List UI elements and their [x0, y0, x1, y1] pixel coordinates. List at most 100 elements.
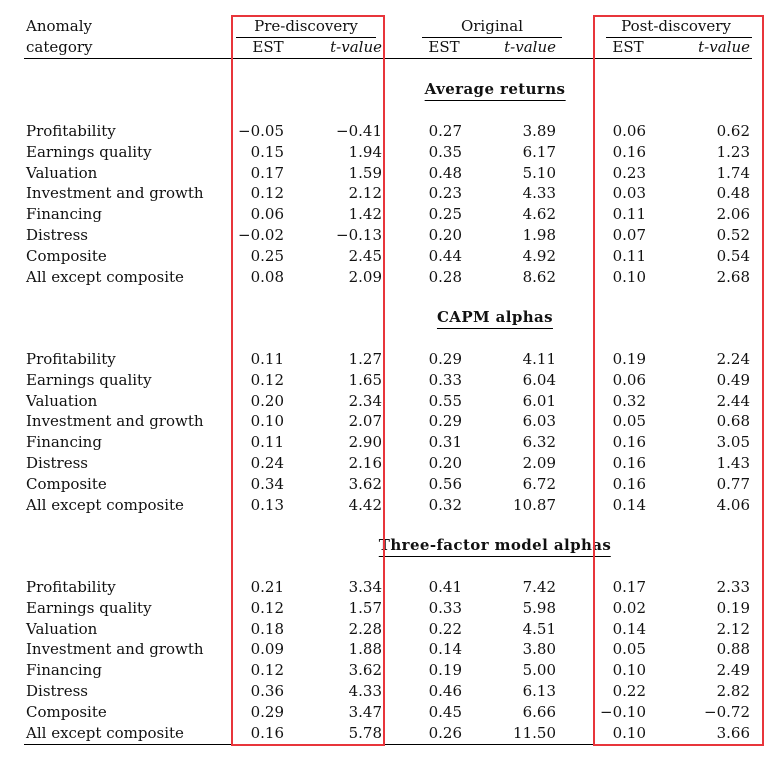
original-est-cell: 0.41	[428, 578, 462, 596]
col-est-original: EST	[428, 38, 460, 56]
original-est-cell: 0.14	[428, 640, 462, 659]
post-est-cell: 0.05	[612, 640, 646, 659]
post-t-cell: 3.05	[716, 433, 750, 452]
highlight-box-post-discovery	[593, 15, 764, 746]
pre-t-cell: 3.47	[348, 702, 382, 721]
original-t-cell: 5.10	[522, 163, 556, 182]
post-est-cell: 0.02	[612, 598, 646, 617]
original-est-cell: 0.23	[428, 184, 462, 203]
original-est-cell: 0.29	[428, 350, 462, 368]
section-title: CAPM alphas	[436, 308, 554, 329]
post-est-cell: 0.03	[612, 184, 646, 203]
post-est-cell: −0.10	[600, 702, 646, 721]
header-category-line2: category	[26, 38, 93, 56]
post-est-cell: 0.23	[612, 163, 646, 182]
header-category-line1: Anomaly	[26, 17, 92, 35]
post-t-cell: 2.44	[716, 391, 750, 410]
row-label-cell: Composite	[26, 246, 107, 265]
pre-est-cell: 0.34	[250, 474, 284, 493]
original-est-cell: 0.25	[428, 205, 462, 224]
post-est-cell: 0.10	[612, 723, 646, 742]
pre-t-cell: 2.07	[348, 412, 382, 431]
original-t-cell: 7.42	[522, 578, 556, 596]
post-t-cell: 2.82	[716, 682, 750, 700]
original-t-cell: 3.80	[522, 640, 556, 659]
pre-est-cell: 0.13	[250, 495, 284, 514]
row-label-cell: Valuation	[26, 391, 98, 410]
row-label-cell: Earnings quality	[26, 370, 152, 389]
post-est-cell: 0.14	[612, 619, 646, 638]
pre-t-cell: 1.65	[348, 370, 382, 389]
post-t-cell: 0.77	[716, 474, 750, 493]
post-est-cell: 0.11	[612, 205, 646, 224]
original-t-cell: 6.01	[522, 391, 556, 410]
pre-est-cell: 0.12	[250, 184, 284, 203]
group-original: Original	[460, 17, 524, 35]
post-t-cell: 2.49	[716, 661, 750, 680]
row-label-cell: Profitability	[26, 578, 116, 596]
row-label-cell: Investment and growth	[26, 412, 204, 431]
group-pre-discovery: Pre-discovery	[254, 17, 358, 35]
row-label-cell: All except composite	[26, 267, 184, 286]
pre-est-cell: 0.12	[250, 661, 284, 680]
pre-t-cell: 1.59	[348, 163, 382, 182]
pre-est-cell: 0.10	[250, 412, 284, 431]
pre-t-cell: 1.42	[348, 205, 382, 224]
row-label-cell: Investment and growth	[26, 184, 204, 203]
original-t-cell: 2.09	[522, 454, 556, 472]
original-t-cell: 6.17	[522, 142, 556, 161]
original-est-cell: 0.33	[428, 598, 462, 617]
row-label-cell: Financing	[26, 433, 102, 452]
post-t-cell: 0.68	[716, 412, 750, 431]
original-est-cell: 0.45	[428, 702, 462, 721]
row-label-cell: Valuation	[26, 619, 98, 638]
original-t-cell: 6.03	[522, 412, 556, 431]
section-title: Three-factor model alphas	[378, 536, 612, 557]
pre-t-cell: 2.45	[348, 246, 382, 265]
post-t-cell: 3.66	[716, 723, 750, 742]
pre-t-cell: 3.34	[348, 578, 382, 596]
post-est-cell: 0.19	[612, 350, 646, 368]
post-est-cell: 0.16	[612, 433, 646, 452]
original-t-cell: 4.11	[522, 350, 556, 368]
row-label-cell: Distress	[26, 226, 88, 244]
row-label-cell: Distress	[26, 682, 88, 700]
post-est-cell: 0.10	[612, 267, 646, 286]
original-est-cell: 0.29	[428, 412, 462, 431]
original-t-cell: 5.00	[522, 661, 556, 680]
col-est-pre: EST	[252, 38, 284, 56]
pre-t-cell: 2.09	[348, 267, 382, 286]
row-label-cell: Financing	[26, 205, 102, 224]
post-t-cell: 4.06	[716, 495, 750, 514]
post-est-cell: 0.32	[612, 391, 646, 410]
post-t-cell: 2.68	[716, 267, 750, 286]
pre-est-cell: 0.29	[250, 702, 284, 721]
post-t-cell: 2.06	[716, 205, 750, 224]
pre-est-cell: 0.12	[250, 370, 284, 389]
pre-est-cell: 0.36	[250, 682, 284, 700]
header-rule	[24, 58, 752, 59]
group-rule-post	[606, 37, 752, 38]
original-est-cell: 0.56	[428, 474, 462, 493]
pre-t-cell: 2.12	[348, 184, 382, 203]
original-t-cell: 8.62	[522, 267, 556, 286]
post-t-cell: 0.52	[716, 226, 750, 244]
pre-t-cell: −0.13	[336, 226, 382, 244]
original-t-cell: 6.04	[522, 370, 556, 389]
pre-est-cell: 0.16	[250, 723, 284, 742]
pre-t-cell: 5.78	[348, 723, 382, 742]
row-label-cell: All except composite	[26, 723, 184, 742]
post-est-cell: 0.10	[612, 661, 646, 680]
post-t-cell: 0.62	[716, 122, 750, 140]
post-est-cell: 0.05	[612, 412, 646, 431]
original-t-cell: 6.66	[522, 702, 556, 721]
original-t-cell: 4.62	[522, 205, 556, 224]
row-label-cell: All except composite	[26, 495, 184, 514]
post-t-cell: 2.24	[716, 350, 750, 368]
original-t-cell: 11.50	[513, 723, 556, 742]
post-t-cell: 0.54	[716, 246, 750, 265]
original-t-cell: 4.51	[522, 619, 556, 638]
row-label-cell: Profitability	[26, 350, 116, 368]
post-est-cell: 0.14	[612, 495, 646, 514]
pre-est-cell: 0.24	[250, 454, 284, 472]
